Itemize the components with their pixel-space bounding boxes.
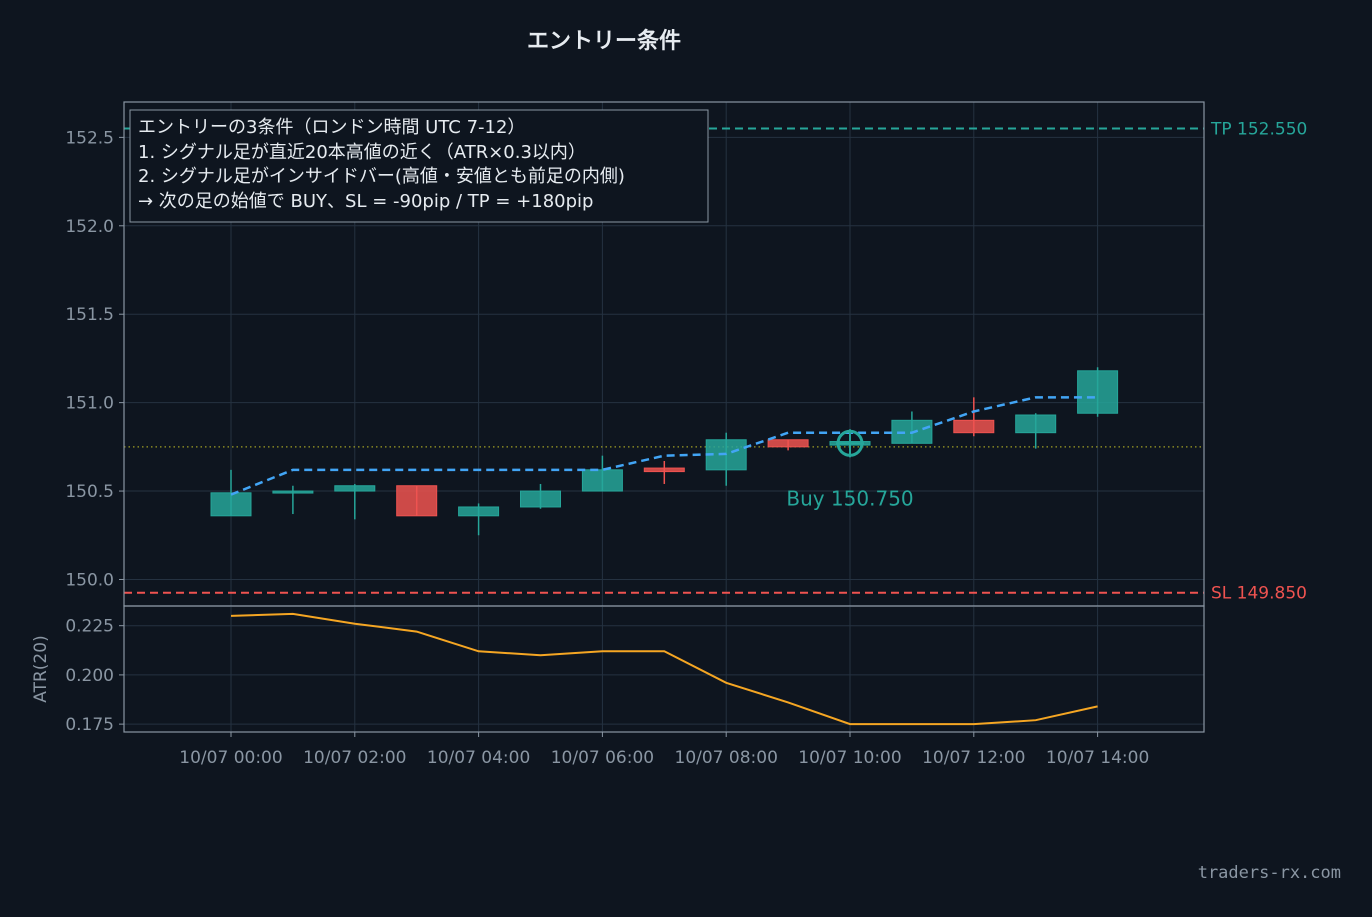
candle-body (1077, 370, 1119, 414)
sl-label: SL 149.850 (1211, 584, 1307, 604)
candle-body (1015, 414, 1057, 434)
annotation-box-frame (129, 109, 709, 223)
watermark: traders-rx.com (1198, 863, 1341, 883)
y-tick-label: 151.5 (65, 305, 114, 325)
y-tick-label: 150.0 (65, 570, 114, 590)
entry-label: Buy 150.750 (786, 486, 913, 510)
candle-body (581, 469, 623, 492)
x-tick-label: 10/07 10:00 (798, 748, 901, 768)
candle-body (953, 419, 995, 434)
x-tick-label: 10/07 00:00 (179, 748, 282, 768)
high20-line (230, 396, 1098, 496)
x-tick-label: 10/07 04:00 (427, 748, 530, 768)
annotation-line-1: エントリーの3条件（ロンドン時間 UTC 7-12） (138, 117, 525, 138)
x-tick-label: 10/07 08:00 (675, 748, 778, 768)
atr-y-tick-label: 0.225 (65, 617, 114, 637)
tp-label: TP 152.550 (1210, 120, 1307, 140)
candle-body (210, 492, 252, 517)
atr-line (230, 612, 1098, 726)
chart-title: エントリー条件 (527, 28, 681, 54)
candle-body (396, 485, 438, 517)
price-panel: 150.0 150.5 151.0 151.5 152.0 152.5 TP 152.550… (65, 101, 1307, 607)
candle-body (643, 467, 685, 473)
atr-y-tick-label: 0.175 (65, 715, 114, 735)
candle-body (767, 439, 809, 448)
candle-body (458, 506, 500, 517)
y-tick-label: 150.5 (65, 482, 114, 502)
annotation-line-3: 2. シグナル足がインサイドバー(高値・安値とも前足の内側) (138, 166, 625, 187)
annotation-box: エントリーの3条件（ロンドン時間 UTC 7-12） 1. シグナル足が直近20… (129, 109, 709, 223)
annotation-line-4: → 次の足の始値で BUY、SL = -90pip / TP = +180pip (138, 191, 593, 212)
atr-panel-frame (123, 605, 1205, 733)
atr-y-tick-label: 0.200 (65, 666, 114, 686)
annotation-line-2: 1. シグナル足が直近20本高値の近く（ATR×0.3以内） (138, 142, 586, 163)
x-tick-label: 10/07 06:00 (551, 748, 654, 768)
x-tick-label: 10/07 12:00 (922, 748, 1025, 768)
y-tick-label: 151.0 (65, 394, 114, 414)
atr-ylabel: ATR(20) (31, 635, 51, 702)
atr-panel: 10/07 00:00 10/07 02:00 10/07 04:00 10/07 0… (31, 605, 1205, 768)
x-tick-label: 10/07 02:00 (303, 748, 406, 768)
candle-body (334, 485, 376, 492)
x-tick-label: 10/07 14:00 (1046, 748, 1149, 768)
candle-body (272, 490, 314, 494)
y-tick-label: 152.5 (65, 128, 114, 148)
candle-body (520, 490, 561, 508)
y-tick-label: 152.0 (65, 217, 114, 237)
